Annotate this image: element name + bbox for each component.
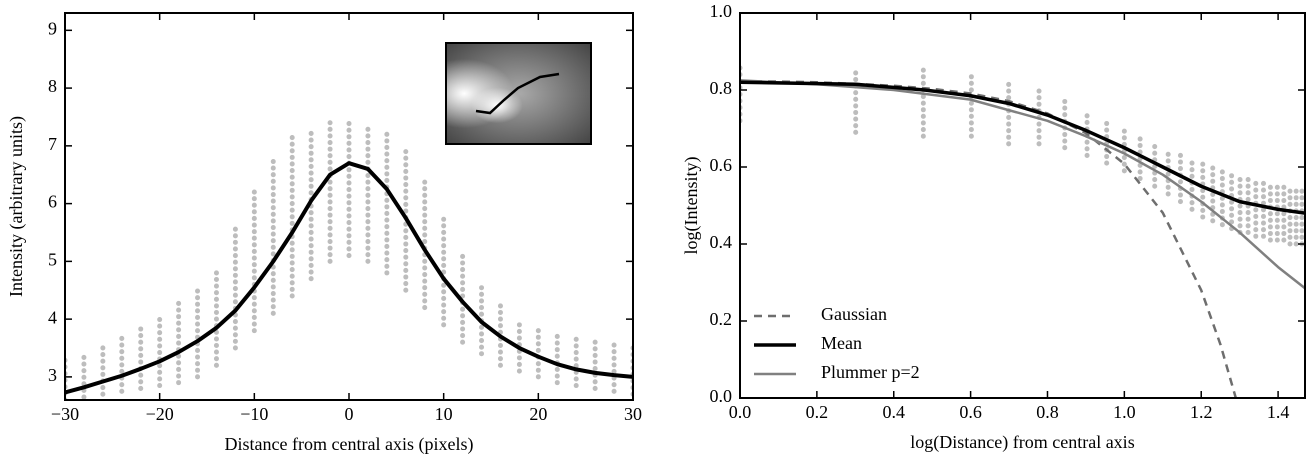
legend-label: Gaussian [821,304,887,324]
x-tick-label: −10 [240,404,268,424]
x-tick-label: 0.0 [729,402,752,422]
series-line [740,79,1238,398]
y-tick-label: 9 [48,18,57,38]
x-axis-label: Distance from central axis (pixels) [225,434,474,455]
x-tick-label: −20 [146,404,174,424]
y-tick-label: 3 [48,365,57,385]
y-tick-label: 4 [48,307,57,327]
x-tick-label: 0.8 [1036,402,1059,422]
x-tick-label: 10 [435,404,453,424]
y-tick-label: 1.0 [710,1,733,21]
y-tick-label: 5 [48,249,57,269]
legend-label: Plummer p=2 [821,362,920,382]
y-tick-label: 0.4 [710,232,733,252]
plot-area [65,120,633,400]
x-tick-label: 0 [345,404,354,424]
y-tick-label: 8 [48,76,57,96]
series-line [740,79,1305,290]
legend-label: Mean [821,333,862,353]
y-axis-label: log(Intensity) [681,157,702,255]
x-axis-label: log(Distance) from central axis [910,432,1134,453]
x-tick-label: 0.4 [882,402,905,422]
series-line [65,161,633,395]
series-line [740,80,1305,215]
x-tick-label: 1.0 [1113,402,1136,422]
inset-image [445,42,592,145]
x-tick-label: 1.4 [1267,402,1290,422]
x-tick-label: −30 [51,404,79,424]
plot-area [740,60,1305,398]
x-tick-label: 20 [529,404,547,424]
x-tick-label: 30 [624,404,642,424]
x-tick-label: 0.2 [806,402,829,422]
y-tick-label: 0.2 [710,309,733,329]
y-axis-label: Intensity (arbitrary units) [6,116,27,297]
y-tick-label: 6 [48,192,57,212]
y-tick-label: 0.8 [710,78,733,98]
y-tick-label: 0.6 [710,155,733,175]
y-tick-label: 0.0 [710,386,733,406]
x-tick-label: 0.6 [959,402,982,422]
x-tick-label: 1.2 [1190,402,1213,422]
axes-frame [739,12,1306,399]
y-tick-label: 7 [48,134,57,154]
